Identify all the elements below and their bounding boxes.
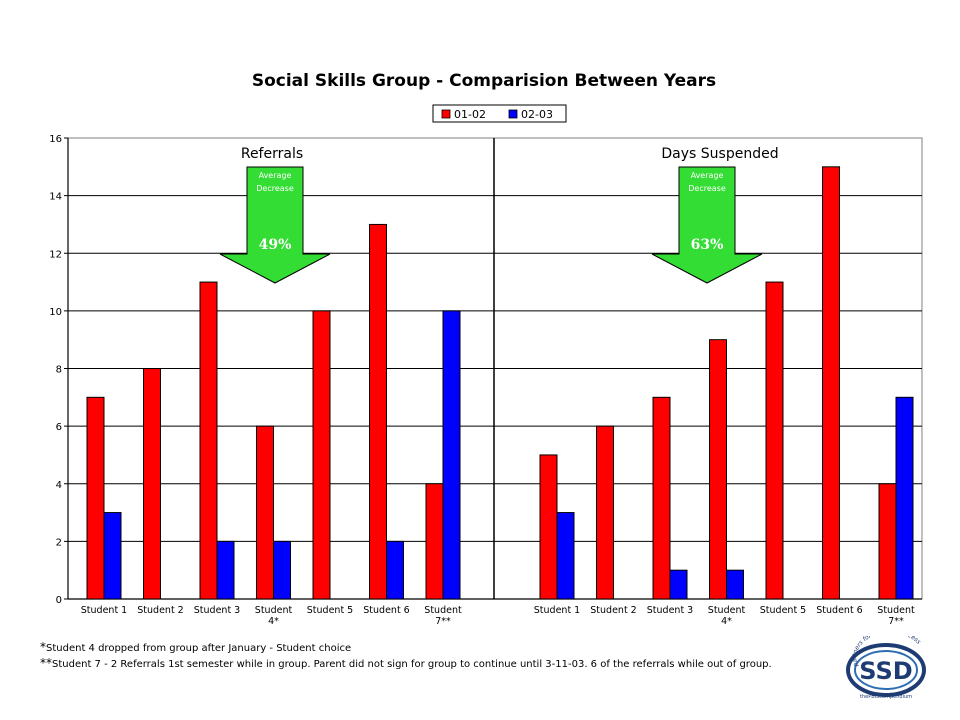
y-tick-label: 14 <box>49 192 62 203</box>
bar-1-0-1 <box>596 425 614 600</box>
arrow-label-1: Average Decrease <box>688 171 726 193</box>
bar-1-0-4 <box>765 281 784 600</box>
legend: 01-02 02-03 <box>432 104 567 123</box>
legend-swatch-02-03 <box>508 109 518 119</box>
decrease-arrow-1 <box>651 166 763 284</box>
bar-0-0-2 <box>199 281 218 600</box>
x-tick-label-0-0: Student 1 <box>81 605 127 616</box>
footnote-2-marker: ** <box>40 656 52 670</box>
arrow-value-1: 63% <box>691 237 724 253</box>
bar-1-0-6 <box>878 483 897 600</box>
x-tick-label-1-2: Student 3 <box>647 605 693 616</box>
x-tick-label-1-4: Student 5 <box>760 605 806 616</box>
bar-1-1-6 <box>895 396 914 600</box>
footnote-2-text: Student 7 - 2 Referrals 1st semester whi… <box>52 659 772 670</box>
y-tick-label: 4 <box>56 480 62 491</box>
x-tick-label-0-3: Student 4* <box>255 605 293 627</box>
x-tick-label-1-5: Student 6 <box>816 605 862 616</box>
bar-0-0-5 <box>369 223 387 600</box>
y-tick-label: 0 <box>56 595 62 606</box>
x-tick-label-0-4: Student 5 <box>307 605 353 616</box>
arrow-value-0: 49% <box>259 237 292 253</box>
bar-1-0-2 <box>652 396 671 600</box>
y-tick-label: 8 <box>56 365 62 376</box>
footnote-2: **Student 7 - 2 Referrals 1st semester w… <box>40 656 940 672</box>
bar-1-0-3 <box>709 339 727 600</box>
x-tick-label-0-5: Student 6 <box>363 605 409 616</box>
bar-0-1-0 <box>103 512 122 600</box>
x-tick-label-1-0: Student 1 <box>534 605 580 616</box>
x-tick-label-1-1: Student 2 <box>590 605 636 616</box>
logo-bottom-text: thePBIScompendium <box>860 694 912 700</box>
bar-0-1-6 <box>442 310 461 600</box>
y-tick-label: 2 <box>56 537 62 548</box>
footnote-1-text: Student 4 dropped from group after Janua… <box>46 643 352 654</box>
bar-0-1-5 <box>386 540 404 600</box>
y-tick-label: 16 <box>49 134 62 145</box>
x-tick-label-1-6: Student 7** <box>877 605 915 627</box>
legend-label-02-03: 02-03 <box>521 108 553 121</box>
panel-title-1: Days Suspended <box>661 146 778 162</box>
bar-0-0-3 <box>256 425 274 600</box>
x-tick-label-1-3: Student 4* <box>708 605 746 627</box>
bar-1-0-5 <box>822 166 840 600</box>
bar-0-0-4 <box>312 310 331 600</box>
bar-0-0-6 <box>425 483 444 600</box>
chart-title: Social Skills Group - Comparision Betwee… <box>252 71 716 91</box>
bar-0-1-2 <box>216 540 235 600</box>
footnote-1: *Student 4 dropped from group after Janu… <box>40 640 940 656</box>
legend-box <box>432 104 567 123</box>
x-tick-label-0-2: Student 3 <box>194 605 240 616</box>
footnotes: *Student 4 dropped from group after Janu… <box>40 640 940 672</box>
bar-0-1-3 <box>273 540 291 600</box>
bar-1-1-3 <box>726 569 744 600</box>
x-tick-label-0-1: Student 2 <box>137 605 183 616</box>
bar-0-0-1 <box>143 368 161 600</box>
ssd-logo: SSD partners for student success thePBIS… <box>846 636 926 700</box>
y-tick-label: 6 <box>56 422 62 433</box>
decrease-arrow-0 <box>219 166 331 284</box>
plot-area: 0 2 4 6 8 10 12 14 16 Referrals Student 1 Student 2… <box>49 134 923 627</box>
footnote-1-marker: * <box>40 640 46 654</box>
bar-1-0-0 <box>539 454 558 600</box>
x-tick-label-0-6: Student 7** <box>424 605 462 627</box>
logo-text: SSD <box>859 657 912 685</box>
y-tick-label: 12 <box>49 249 62 260</box>
legend-label-01-02: 01-02 <box>454 108 486 121</box>
bar-0-0-0 <box>86 396 105 600</box>
arrow-label-0: Average Decrease <box>256 171 294 193</box>
bar-1-1-0 <box>556 512 575 600</box>
legend-swatch-01-02 <box>441 109 451 119</box>
bar-1-1-2 <box>669 569 688 600</box>
y-tick-label: 10 <box>49 307 62 318</box>
panel-title-0: Referrals <box>241 146 303 162</box>
